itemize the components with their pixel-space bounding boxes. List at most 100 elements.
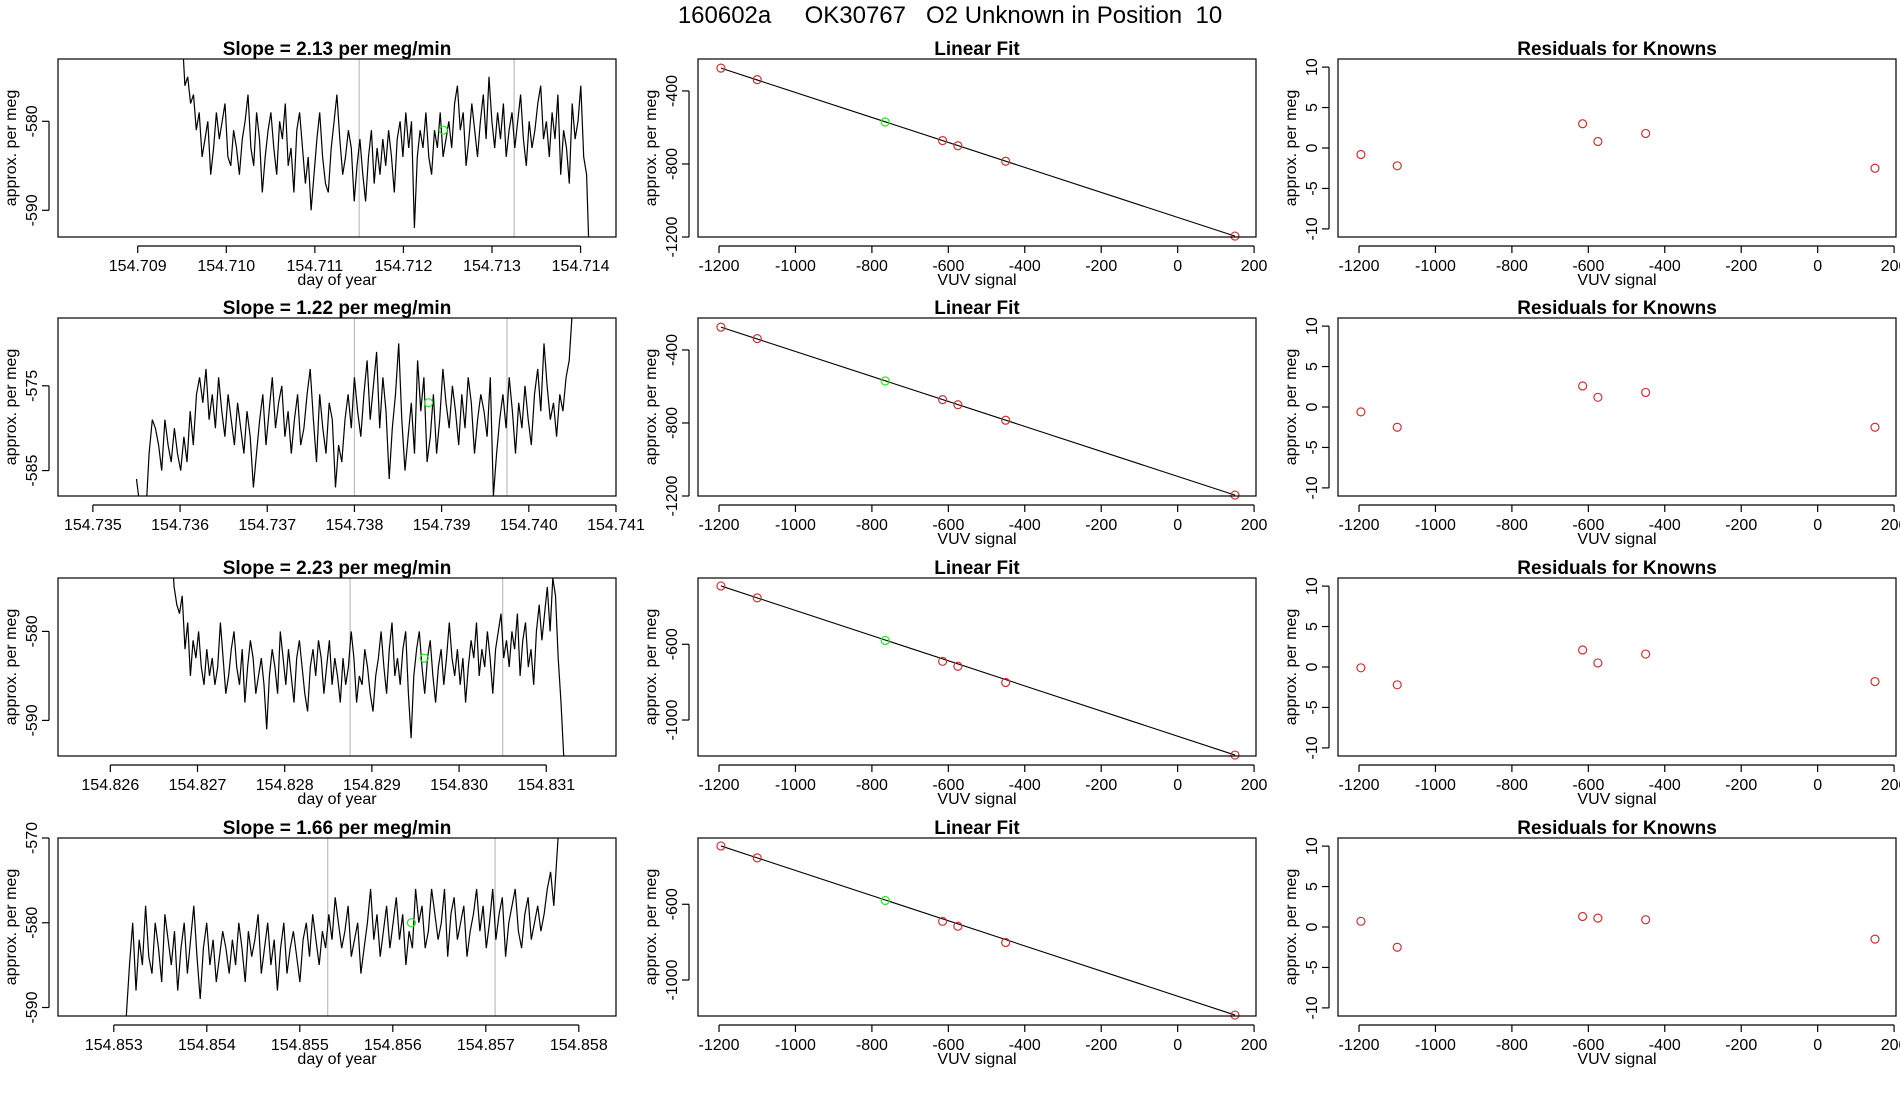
p2-known-point-1 [716,63,726,73]
p12-residual-point-2 [1392,942,1402,952]
p3-x-tick-label-6: -200 [1725,258,1757,275]
p2-x-tick-label-7: 0 [1173,258,1182,275]
p3-title: Residuals for Knowns [1517,39,1717,60]
p8-known-point-5 [1001,677,1011,688]
p10-x-tick-label-2: 154.854 [178,1037,236,1054]
p7-x-tick-label-3: 154.828 [256,777,314,794]
p3-residual-point-6 [1870,163,1880,173]
p2-x-tick-label-5: -400 [1009,258,1041,275]
p1-x-tick-label-2: 154.710 [197,258,255,275]
p12-x-tick-label-4: -600 [1572,1037,1604,1054]
p6-residual-point-2 [1392,422,1402,432]
p2-known-point-5 [1001,156,1011,166]
p2-y-tick-label-2: -800 [664,148,681,180]
p2-fit-line [720,67,1236,237]
p12-y-tick-label-1: -10 [1304,996,1321,1019]
p5-x-tick-label-2: -1000 [775,517,816,534]
p1-y-axis-label: approx. per meg [3,90,20,207]
p3-x-tick-label-8: 200 [1881,258,1900,275]
p10-x-tick-label-3: 154.855 [271,1037,329,1054]
p2-x-tick-label-4: -600 [932,258,964,275]
p4-x-tick-label-1: 154.735 [64,517,122,534]
p5-x-axis-label: VUV signal [937,531,1016,548]
p9-residual-point-1 [1356,663,1366,673]
p6-y-axis-label: approx. per meg [1283,349,1300,466]
p2-unknown-point [880,117,890,127]
p9-y-tick-label-1: -10 [1304,736,1321,759]
p12-x-tick-label-1: -1200 [1339,1037,1380,1054]
p7-x-tick-label-2: 154.827 [169,777,227,794]
p12-residual-point-1 [1356,916,1366,926]
p3-y-tick-label-1: -10 [1304,217,1321,240]
p5-known-point-5 [1001,415,1011,425]
p11-fit-line [720,845,1236,1016]
p1-x-tick-label-3: 154.711 [287,258,344,275]
p5-fit-line [720,326,1236,496]
p10-y-tick-label-2: -580 [24,907,41,939]
p4-x-tick-label-4: 154.738 [326,517,384,534]
p8-y-axis-label: approx. per meg [643,609,660,726]
p9-y-axis-label: approx. per meg [1283,609,1300,726]
p4-y-tick-label-2: -575 [24,370,41,402]
p3-y-tick-label-5: 10 [1304,58,1321,76]
p3-y-tick-label-2: -5 [1304,181,1321,195]
p5-x-tick-label-6: -200 [1085,517,1117,534]
p4-plot-frame [57,317,617,497]
p4-trace-line [135,318,573,496]
p9-y-tick-label-5: 10 [1304,577,1321,595]
p7-y-axis-label: approx. per meg [3,609,20,726]
p3-y-axis-label: approx. per meg [1283,90,1300,207]
p3-x-tick-label-1: -1200 [1339,258,1380,275]
p1-x-tick-label-4: 154.712 [375,258,433,275]
p4-title: Slope = 1.22 per meg/min [223,298,452,319]
p6-y-tick-label-2: -5 [1304,440,1321,454]
p8-y-tick-label-2: -600 [664,628,681,660]
p11-known-point-3 [938,916,948,926]
p2-x-tick-label-1: -1200 [699,258,740,275]
p9-residual-point-3 [1578,645,1588,655]
p1-y-tick-label-2: -580 [24,105,41,137]
p9-x-axis-label: VUV signal [1577,791,1656,808]
p8-x-axis-label: VUV signal [937,791,1016,808]
p8-x-tick-label-5: -400 [1009,777,1041,794]
p8-x-tick-label-4: -600 [932,777,964,794]
p3-residual-point-2 [1392,161,1402,171]
p8-title: Linear Fit [934,558,1020,579]
p11-x-tick-label-7: 0 [1173,1037,1182,1054]
p12-residual-point-5 [1641,915,1651,925]
p7-title: Slope = 2.23 per meg/min [223,558,452,579]
p12-y-tick-label-5: 10 [1304,837,1321,855]
p6-x-tick-label-8: 200 [1881,517,1900,534]
p5-known-point-3 [938,395,948,405]
p2-title: Linear Fit [934,39,1020,60]
p11-known-point-1 [716,841,726,851]
p6-residual-point-3 [1578,381,1588,391]
p8-x-tick-label-7: 0 [1173,777,1182,794]
p12-y-axis-label: approx. per meg [1283,869,1300,986]
p3-plot-frame [1337,58,1897,238]
p6-x-tick-label-1: -1200 [1339,517,1380,534]
p4-unknown-point [423,398,434,408]
p9-x-tick-label-5: -400 [1649,777,1681,794]
p4-x-tick-label-2: 154.736 [151,517,209,534]
p1-x-tick-label-5: 154.713 [463,258,521,275]
p8-x-tick-label-8: 200 [1241,777,1268,794]
p8-unknown-point [880,635,890,646]
p1-unknown-point [438,125,448,135]
p6-residual-point-1 [1356,407,1366,417]
p1-y-tick-label-1: -590 [24,194,41,226]
p11-x-tick-label-3: -800 [856,1037,888,1054]
p2-y-tick-label-1: -1200 [664,216,681,257]
p5-title: Linear Fit [934,298,1020,319]
p8-x-tick-label-6: -200 [1085,777,1117,794]
p2-y-tick-label-3: -400 [664,75,681,107]
p12-x-tick-label-3: -800 [1496,1037,1528,1054]
p10-x-tick-label-4: 154.856 [364,1037,422,1054]
p3-residual-point-4 [1593,136,1603,147]
p5-y-tick-label-2: -800 [664,407,681,439]
p9-x-tick-label-3: -800 [1496,777,1528,794]
p2-x-tick-label-3: -800 [856,258,888,275]
p7-x-tick-label-6: 154.831 [517,777,575,794]
p3-y-tick-label-3: 0 [1304,143,1321,152]
